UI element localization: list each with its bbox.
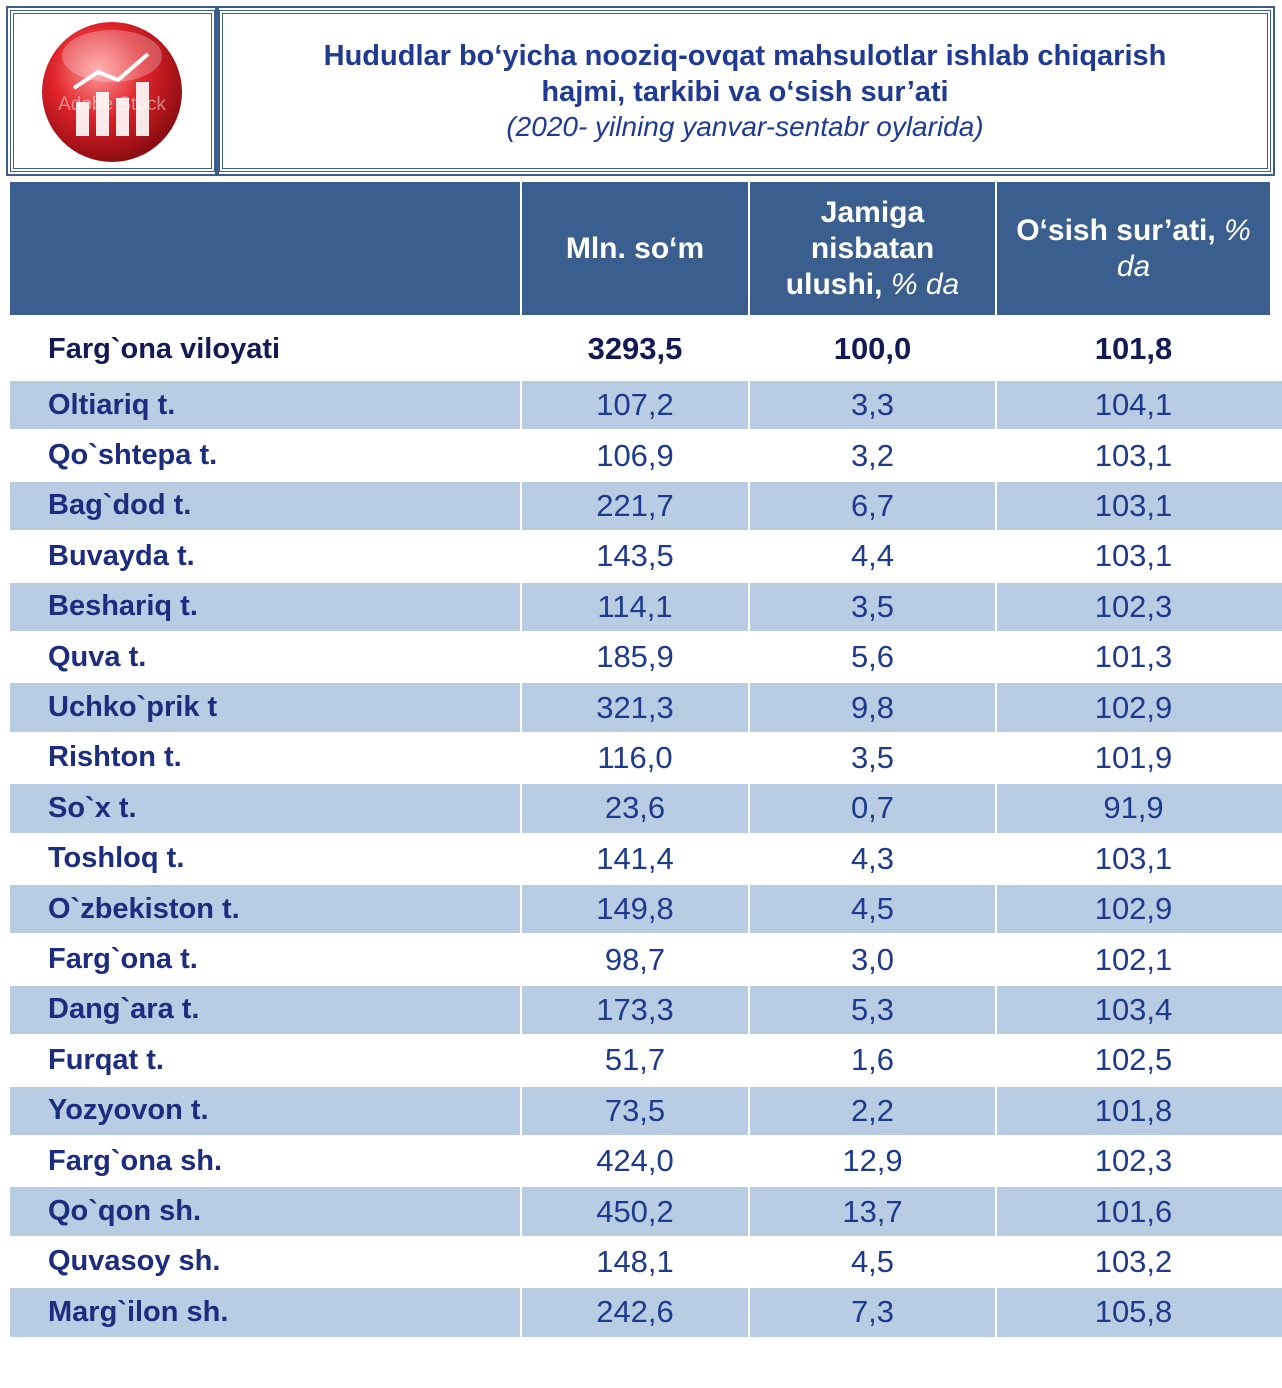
total-value: 100,0 bbox=[833, 331, 912, 366]
cell-value: 148,1 bbox=[522, 1237, 748, 1287]
cell-value: 3,2 bbox=[750, 431, 995, 480]
header-label: O‘sish sur’ati, bbox=[1016, 213, 1216, 247]
total-value: 101,8 bbox=[1094, 331, 1173, 366]
cell-value: 103,4 bbox=[997, 985, 1282, 1035]
cell-value: 106,9 bbox=[522, 431, 748, 480]
cell-value: 102,9 bbox=[997, 683, 1282, 732]
cell-value: 107,2 bbox=[522, 381, 748, 430]
cell-value: 103,1 bbox=[997, 481, 1282, 531]
row-label: Farg`ona sh. bbox=[10, 1137, 520, 1186]
cell-value: 51,7 bbox=[522, 1036, 748, 1085]
row-label: Rishton t. bbox=[10, 733, 520, 783]
cell-value: 101,8 bbox=[997, 1086, 1282, 1135]
cell-value: 101,6 bbox=[997, 1187, 1282, 1236]
row-label: Bag`dod t. bbox=[10, 481, 520, 531]
cell-value: 2,2 bbox=[750, 1086, 995, 1135]
cell-value: 73,5 bbox=[522, 1086, 748, 1135]
row-label: Furqat t. bbox=[10, 1036, 520, 1085]
cell-value: 105,8 bbox=[997, 1288, 1282, 1337]
row-label: O`zbekiston t. bbox=[10, 885, 520, 934]
cell-value: 221,7 bbox=[522, 481, 748, 531]
logo-box: Adobe Stock bbox=[6, 6, 219, 176]
cell-value: 143,5 bbox=[522, 532, 748, 581]
cell-value: 98,7 bbox=[522, 935, 748, 984]
cell-value: 103,1 bbox=[997, 532, 1270, 581]
header-cell: Mln. so‘m bbox=[522, 182, 748, 315]
cell-value: 102,1 bbox=[997, 935, 1270, 984]
subtitle: (2020- yilning yanvar-sentabr oylarida) bbox=[506, 111, 984, 142]
header-cell: Jamiga nisbatan ulushi, % da bbox=[750, 182, 995, 315]
cell-value: 149,8 bbox=[522, 885, 748, 934]
cell-value: 6,7 bbox=[750, 481, 995, 531]
cell-value: 23,6 bbox=[522, 784, 748, 833]
cell-value: 102,3 bbox=[997, 582, 1282, 631]
cell-value: 3,5 bbox=[750, 733, 995, 783]
header-text: O‘sish sur’ati, % da bbox=[1009, 213, 1258, 285]
cell-value: 7,3 bbox=[750, 1288, 995, 1337]
cell-value: 141,4 bbox=[522, 834, 748, 883]
watermark: Adobe Stock bbox=[58, 94, 166, 115]
cell-value: 114,1 bbox=[522, 582, 748, 631]
row-label: Beshariq t. bbox=[10, 582, 520, 631]
cell-value: 101,9 bbox=[997, 733, 1270, 783]
row-label: Quva t. bbox=[10, 633, 520, 682]
header-label: Mln. so‘m bbox=[565, 231, 705, 265]
cell-value: 4,5 bbox=[750, 1237, 995, 1287]
header-cell: O‘sish sur’ati, % da bbox=[997, 182, 1270, 315]
cell-value: 173,3 bbox=[522, 985, 748, 1035]
cell-value: 102,3 bbox=[997, 1137, 1270, 1186]
cell-value: 101,3 bbox=[997, 633, 1270, 682]
logo: Adobe Stock bbox=[42, 22, 182, 162]
cell-value: 424,0 bbox=[522, 1137, 748, 1186]
row-label: So`x t. bbox=[10, 784, 520, 833]
row-label: Oltiariq t. bbox=[10, 381, 520, 430]
cell-value: 102,9 bbox=[997, 885, 1282, 934]
cell-value: 4,4 bbox=[750, 532, 995, 581]
cell-value: 185,9 bbox=[522, 633, 748, 682]
title: Hududlar bo‘yicha nooziq-ovqat mahsulotl… bbox=[323, 40, 1167, 108]
cell-value: 3,0 bbox=[750, 935, 995, 984]
row-label: Marg`ilon sh. bbox=[10, 1288, 520, 1337]
header-unit: % da bbox=[890, 267, 960, 301]
cell-value: 116,0 bbox=[522, 733, 748, 783]
row-label: Qo`shtepa t. bbox=[10, 431, 520, 480]
cell-value: 1,6 bbox=[750, 1036, 995, 1085]
cell-value: 103,1 bbox=[997, 431, 1270, 480]
cell-value: 3,3 bbox=[750, 381, 995, 430]
cell-value: 3,5 bbox=[750, 582, 995, 631]
header-cell bbox=[10, 182, 520, 315]
header-text: Mln. so‘m bbox=[566, 231, 704, 267]
header-label: Jamiga nisbatan ulushi, bbox=[785, 195, 935, 301]
row-label: Uchko`prik t bbox=[10, 683, 520, 732]
cell-value: 5,6 bbox=[750, 633, 995, 682]
row-label: Toshloq t. bbox=[10, 834, 520, 883]
row-label: Farg`ona t. bbox=[10, 935, 520, 984]
cell-value: 12,9 bbox=[750, 1137, 995, 1186]
cell-value: 4,3 bbox=[750, 834, 995, 883]
cell-value: 13,7 bbox=[750, 1187, 995, 1236]
cell-value: 9,8 bbox=[750, 683, 995, 732]
row-label: Buvayda t. bbox=[10, 532, 520, 581]
total-value: 3293,5 bbox=[587, 331, 683, 366]
cell-value: 5,3 bbox=[750, 985, 995, 1035]
cell-value: 450,2 bbox=[522, 1187, 748, 1236]
cell-value: 104,1 bbox=[997, 381, 1282, 430]
header-unit: % da bbox=[1116, 213, 1251, 283]
row-label: Qo`qon sh. bbox=[10, 1187, 520, 1236]
cell-value: 103,1 bbox=[997, 834, 1270, 883]
header-text: Jamiga nisbatan ulushi, % da bbox=[762, 195, 983, 303]
cell-value: 103,2 bbox=[997, 1237, 1270, 1287]
title-box: Hududlar bo‘yicha nooziq-ovqat mahsulotl… bbox=[215, 6, 1275, 176]
cell-value: 102,5 bbox=[997, 1036, 1270, 1085]
cell-value: 0,7 bbox=[750, 784, 995, 833]
cell-value: 321,3 bbox=[522, 683, 748, 732]
cell-value: 242,6 bbox=[522, 1288, 748, 1337]
cell-value: 91,9 bbox=[997, 784, 1282, 833]
row-label: Quvasoy sh. bbox=[10, 1237, 520, 1287]
total-label: Farg`ona viloyati bbox=[48, 332, 281, 365]
cell-value: 4,5 bbox=[750, 885, 995, 934]
row-label: Yozyovon t. bbox=[10, 1086, 520, 1135]
row-label: Dang`ara t. bbox=[10, 985, 520, 1035]
